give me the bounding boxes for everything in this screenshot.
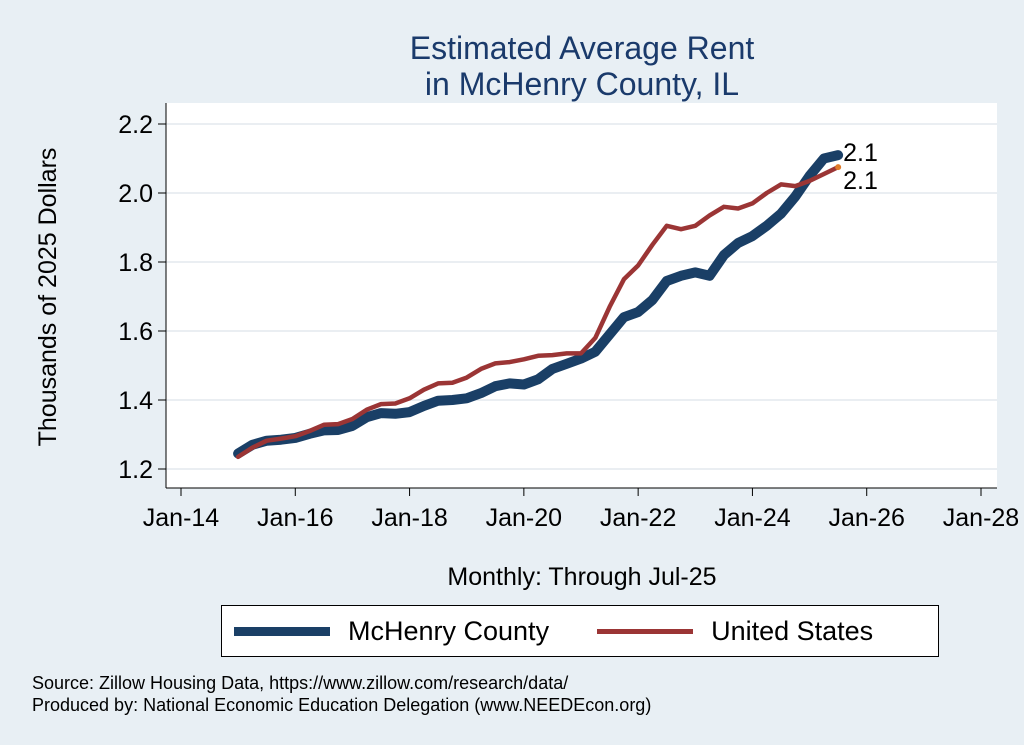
- legend-swatch-mchenry: [234, 626, 330, 636]
- end-value-label-1: 2.1: [843, 167, 878, 195]
- x-tick-label: Jan-26: [828, 504, 904, 532]
- chart-title-line1: Estimated Average Rent: [409, 30, 755, 66]
- series-line-0: [233, 150, 844, 459]
- x-tick-label: Jan-18: [371, 504, 447, 532]
- end-value-label-0: 2.1: [843, 139, 878, 167]
- legend-label-us: United States: [711, 615, 874, 646]
- legend-item-mchenry: McHenry County: [222, 616, 549, 647]
- y-tick-label: 1.8: [118, 249, 153, 277]
- source-note: Source: Zillow Housing Data, https://www…: [32, 672, 651, 716]
- axes: 1.2 1.4 1.6 1.8 2.0 2.2 Jan-14 Jan-16 Jan-18 Jan-…: [118, 103, 1019, 532]
- end-marker-0: [835, 152, 842, 159]
- end-marker-1: [835, 164, 842, 171]
- series-group: [233, 150, 844, 460]
- x-tick-label: Jan-16: [257, 504, 333, 532]
- end-labels: 2.12.1: [835, 139, 878, 195]
- y-tick-label: 1.4: [118, 387, 153, 415]
- chart-title-line2: in McHenry County, IL: [424, 66, 740, 102]
- x-axis-title: Monthly: Through Jul-25: [447, 563, 716, 591]
- x-tick-label: Jan-28: [943, 504, 1019, 532]
- series-line-1: [235, 164, 841, 460]
- grid-lines: [166, 123, 997, 470]
- x-tick-label: Jan-24: [714, 504, 791, 532]
- legend-swatch-us: [597, 628, 694, 634]
- legend-label-mchenry: McHenry County: [348, 615, 550, 646]
- y-tick-label: 1.2: [118, 456, 153, 484]
- chart-title: Estimated Average Rent in McHenry County…: [0, 30, 1024, 102]
- x-tick-label: Jan-20: [486, 504, 562, 532]
- y-axis-title: Thousands of 2025 Dollars: [34, 148, 62, 447]
- y-tick-label: 2.0: [118, 180, 153, 208]
- legend: McHenry County United States: [221, 605, 939, 657]
- source-line: Source: Zillow Housing Data, https://www…: [32, 673, 569, 693]
- y-tick-label: 1.6: [118, 318, 153, 346]
- producer-line: Produced by: National Economic Education…: [32, 695, 652, 715]
- plot-area: [166, 103, 997, 488]
- x-tick-label: Jan-22: [600, 504, 676, 532]
- y-tick-label: 2.2: [118, 111, 153, 139]
- legend-item-us: United States: [597, 616, 873, 647]
- x-tick-label: Jan-14: [143, 504, 220, 532]
